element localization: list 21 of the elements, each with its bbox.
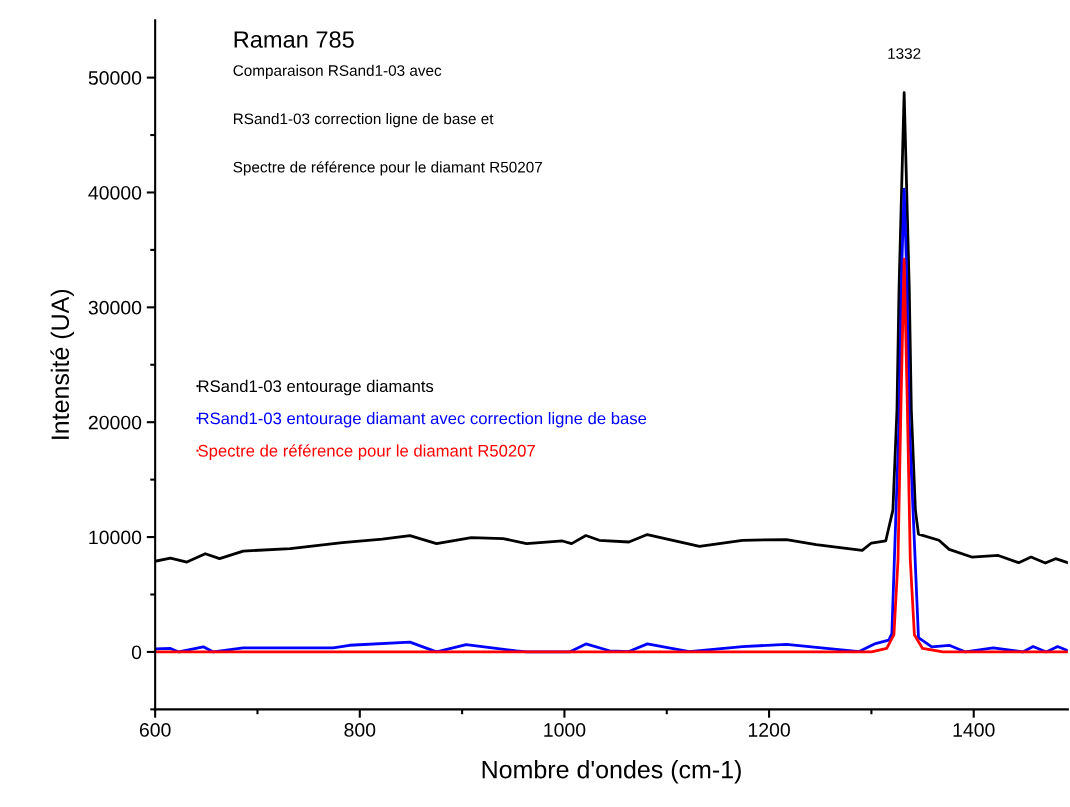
- y-tick-label: 40000: [88, 185, 142, 200]
- annotation: Comparaison RSand1-03 avec: [233, 64, 442, 79]
- legend-label: RSand1-03 entourage diamant avec correction ligne de base: [198, 412, 647, 428]
- x-tick-label: 600: [139, 723, 171, 737]
- x-tick-label: 1000: [544, 723, 586, 737]
- x-tick-label: 1200: [748, 723, 790, 737]
- y-tick-label: 20000: [88, 415, 142, 430]
- y-tick-label: 10000: [89, 530, 142, 545]
- annotation: RSand1-03 correction ligne de base et: [233, 112, 494, 128]
- y-axis-title: Intensité (UA): [50, 289, 74, 439]
- y-tick-label: 0: [131, 645, 142, 660]
- x-tick-label: 1400: [953, 723, 995, 737]
- y-tick-label: 50000: [88, 71, 142, 85]
- x-tick-label: 800: [344, 723, 376, 737]
- annotation: Spectre de référence pour le diamant R50207: [233, 161, 542, 176]
- annotation: 1332: [888, 48, 921, 59]
- chart-title: Raman 785: [234, 31, 354, 48]
- y-tick-label: 30000: [88, 300, 142, 315]
- legend-label: RSand1-03 entourage diamants: [198, 379, 434, 396]
- x-axis-title: Nombre d'ondes (cm-1): [482, 760, 741, 784]
- legend-label: Spectre de référence pour le diamant R50207: [198, 444, 535, 460]
